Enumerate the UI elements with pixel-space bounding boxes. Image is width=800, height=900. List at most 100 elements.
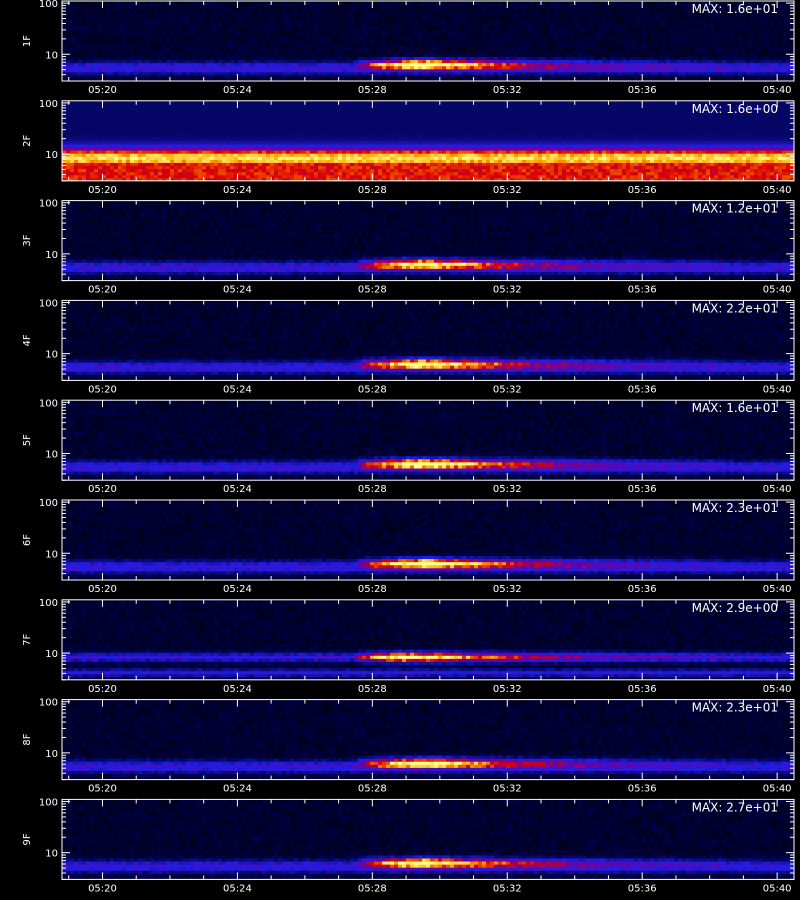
heatmap-cell bbox=[126, 1, 131, 5]
heatmap-cell bbox=[98, 1, 103, 5]
heatmap-cell bbox=[182, 1, 187, 5]
heatmap-cell bbox=[150, 1, 155, 5]
heatmap-cell bbox=[146, 1, 151, 5]
heatmap-cell bbox=[550, 1, 555, 5]
heatmap-cell bbox=[322, 1, 327, 5]
heatmap-cell bbox=[502, 1, 507, 5]
heatmap-cell bbox=[450, 1, 455, 5]
heatmap-cell bbox=[130, 1, 135, 5]
heatmap-cell bbox=[114, 1, 119, 5]
heatmap bbox=[62, 1, 795, 82]
heatmap-cell bbox=[190, 1, 195, 5]
heatmap-cell bbox=[178, 1, 183, 5]
heatmap-cell bbox=[314, 1, 319, 5]
heatmap-cell bbox=[214, 1, 219, 5]
heatmap-cell bbox=[542, 1, 547, 5]
heatmap-cell bbox=[326, 1, 331, 5]
heatmap-cell bbox=[154, 1, 159, 5]
heatmap-cell bbox=[218, 1, 223, 5]
heatmap-cell bbox=[174, 1, 179, 5]
heatmap-cell bbox=[506, 1, 511, 5]
heatmap-cell bbox=[254, 1, 259, 5]
heatmap-cell bbox=[106, 1, 111, 5]
heatmap-cell bbox=[318, 1, 323, 5]
heatmap-cell bbox=[390, 1, 395, 5]
heatmap-cell bbox=[486, 1, 491, 5]
heatmap-cell bbox=[358, 1, 363, 5]
heatmap-cell bbox=[422, 1, 427, 5]
heatmap-cell bbox=[558, 1, 563, 5]
heatmap-cell bbox=[526, 1, 531, 5]
heatmap-cell bbox=[386, 1, 391, 5]
heatmap-cell bbox=[498, 1, 503, 5]
heatmap-cell bbox=[122, 1, 127, 5]
heatmap-cell bbox=[86, 1, 91, 5]
heatmap-cell bbox=[482, 1, 487, 5]
heatmap-cell bbox=[258, 1, 263, 5]
heatmap-cell bbox=[494, 1, 499, 5]
heatmap-cell bbox=[74, 1, 79, 5]
heatmap-cell bbox=[274, 1, 279, 5]
heatmap-cell bbox=[342, 1, 347, 5]
heatmap-cell bbox=[454, 1, 459, 5]
heatmap-cell bbox=[230, 1, 235, 5]
heatmap-cell bbox=[262, 1, 267, 5]
heatmap-cell bbox=[238, 1, 243, 5]
heatmap-cell bbox=[110, 1, 115, 5]
heatmap-cell bbox=[362, 1, 367, 5]
heatmap-cell bbox=[294, 1, 299, 5]
heatmap-cell bbox=[530, 1, 535, 5]
heatmap-cell bbox=[162, 1, 167, 5]
heatmap-cell bbox=[458, 1, 463, 5]
heatmap-cell bbox=[366, 1, 371, 5]
heatmap-cell bbox=[462, 1, 467, 5]
heatmap-cell bbox=[306, 1, 311, 5]
heatmap-cell bbox=[78, 1, 83, 5]
heatmap-cell bbox=[246, 1, 251, 5]
heatmap-cell bbox=[186, 1, 191, 5]
heatmap-cell bbox=[94, 1, 99, 5]
heatmap-cell bbox=[546, 1, 551, 5]
heatmap-cell bbox=[354, 1, 359, 5]
heatmap-cell bbox=[70, 1, 75, 5]
heatmap-cell bbox=[414, 1, 419, 5]
heatmap-cell bbox=[282, 1, 287, 5]
heatmap-cell bbox=[198, 1, 203, 5]
heatmap-cell bbox=[250, 1, 255, 5]
heatmap-cell bbox=[82, 1, 87, 5]
heatmap-cell bbox=[298, 1, 303, 5]
heatmap-cell bbox=[534, 1, 539, 5]
heatmap-cell bbox=[90, 1, 95, 5]
heatmap-cell bbox=[514, 1, 519, 5]
heatmap-cell bbox=[374, 1, 379, 5]
heatmap-cell bbox=[478, 1, 483, 5]
heatmap-cell bbox=[158, 1, 163, 5]
heatmap-cell bbox=[442, 1, 447, 5]
heatmap-cell bbox=[202, 1, 207, 5]
heatmap-cell bbox=[138, 1, 143, 5]
heatmap-cell bbox=[278, 1, 283, 5]
heatmap-cell bbox=[418, 1, 423, 5]
heatmap-cell bbox=[118, 1, 123, 5]
heatmap-cell bbox=[538, 1, 543, 5]
heatmap-cell bbox=[378, 1, 383, 5]
heatmap-cell bbox=[290, 1, 295, 5]
heatmap-cell bbox=[466, 1, 471, 5]
heatmap-cell bbox=[330, 1, 335, 5]
heatmap-cell bbox=[350, 1, 355, 5]
heatmap-cell bbox=[302, 1, 307, 5]
heatmap-cell bbox=[346, 1, 351, 5]
heatmap-cell bbox=[410, 1, 415, 5]
heatmap-cell bbox=[142, 1, 147, 5]
heatmap-cell bbox=[394, 1, 399, 5]
heatmap-cell bbox=[334, 1, 339, 5]
heatmap-cell bbox=[426, 1, 431, 5]
heatmap-cell bbox=[518, 1, 523, 5]
heatmap-cell bbox=[434, 1, 439, 5]
heatmap-cell bbox=[554, 1, 559, 5]
heatmap-cell bbox=[266, 1, 271, 5]
heatmap-cell bbox=[522, 1, 527, 5]
heatmap-cell bbox=[446, 1, 451, 5]
heatmap-cell bbox=[194, 1, 199, 5]
